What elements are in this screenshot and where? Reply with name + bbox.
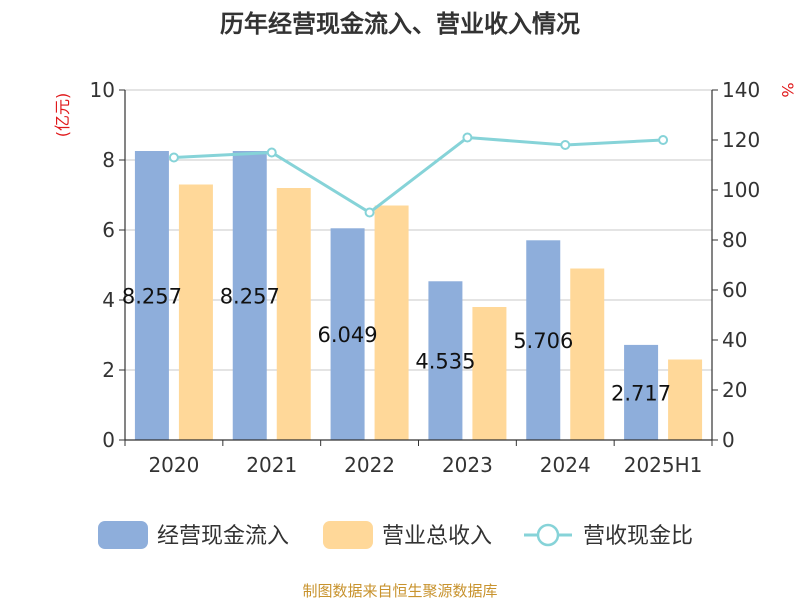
x-tick-label: 2021 bbox=[246, 453, 297, 477]
y-left-tick-label: 0 bbox=[102, 428, 115, 452]
data-label: 4.535 bbox=[415, 350, 475, 374]
ratio-line-path bbox=[173, 135, 664, 215]
bar bbox=[330, 228, 365, 440]
bar bbox=[428, 281, 463, 440]
y-right-tick-label: 120 bbox=[722, 128, 760, 152]
ratio-point bbox=[462, 132, 473, 143]
bar bbox=[472, 307, 507, 440]
data-label: 6.049 bbox=[318, 323, 378, 347]
bar bbox=[178, 184, 213, 440]
x-tick-label: 2020 bbox=[148, 453, 199, 477]
y-right-tick-label: 40 bbox=[722, 328, 747, 352]
x-tick-label: 2024 bbox=[540, 453, 591, 477]
bar bbox=[374, 205, 409, 440]
x-tick-label: 2025H1 bbox=[624, 453, 703, 477]
y-left-tick-label: 2 bbox=[102, 358, 115, 382]
bar bbox=[570, 268, 605, 440]
y-right-tick-label: 100 bbox=[722, 178, 760, 202]
bar bbox=[526, 240, 561, 440]
y-right-unit: % bbox=[778, 82, 797, 97]
x-tick-label: 2023 bbox=[442, 453, 493, 477]
y-right-tick-label: 0 bbox=[722, 428, 735, 452]
ratio-point bbox=[658, 135, 669, 145]
ratio-point bbox=[168, 152, 179, 163]
legend-label: 经营现金流入 bbox=[157, 524, 289, 549]
y-left-tick-label: 4 bbox=[102, 288, 115, 312]
y-right-tick-label: 60 bbox=[722, 278, 747, 302]
data-label: 2.717 bbox=[611, 381, 671, 405]
y-left-tick-label: 8 bbox=[102, 148, 115, 172]
y-left-tick-label: 10 bbox=[90, 78, 115, 102]
data-label: 5.706 bbox=[513, 329, 573, 353]
y-right-tick-label: 80 bbox=[722, 228, 747, 252]
bar bbox=[232, 151, 267, 440]
legend-label: 营收现金比 bbox=[583, 524, 693, 549]
data-labels: 8.257 8.257 6.049 4.535 5.706 2.717 bbox=[122, 285, 671, 406]
ratio-point bbox=[560, 140, 571, 150]
legend-swatch bbox=[323, 521, 373, 549]
y-left-unit: (亿元) bbox=[53, 93, 72, 138]
data-label: 8.257 bbox=[220, 285, 280, 309]
chart-title: 历年经营现金流入、营业收入情况 bbox=[220, 10, 580, 38]
y-right-tick-label: 140 bbox=[722, 78, 760, 102]
bar bbox=[134, 151, 169, 440]
ratio-point bbox=[266, 147, 277, 158]
ratio-point bbox=[364, 207, 375, 218]
bar bbox=[276, 188, 311, 440]
legend-marker bbox=[536, 523, 560, 547]
legend-swatch bbox=[98, 521, 148, 549]
bar bbox=[668, 359, 703, 440]
bar bbox=[624, 344, 659, 440]
bars bbox=[134, 151, 703, 440]
y-left-tick-label: 6 bbox=[102, 218, 115, 242]
data-label: 8.257 bbox=[122, 285, 182, 309]
y-right-tick-label: 20 bbox=[722, 378, 747, 402]
x-tick-label: 2022 bbox=[344, 453, 395, 477]
ratio-line bbox=[168, 132, 669, 218]
legend: 经营现金流入 营业总收入 营收现金比 bbox=[98, 521, 693, 549]
legend-label: 营业总收入 bbox=[382, 524, 492, 549]
source-note: 制图数据来自恒生聚源数据库 bbox=[302, 582, 497, 600]
